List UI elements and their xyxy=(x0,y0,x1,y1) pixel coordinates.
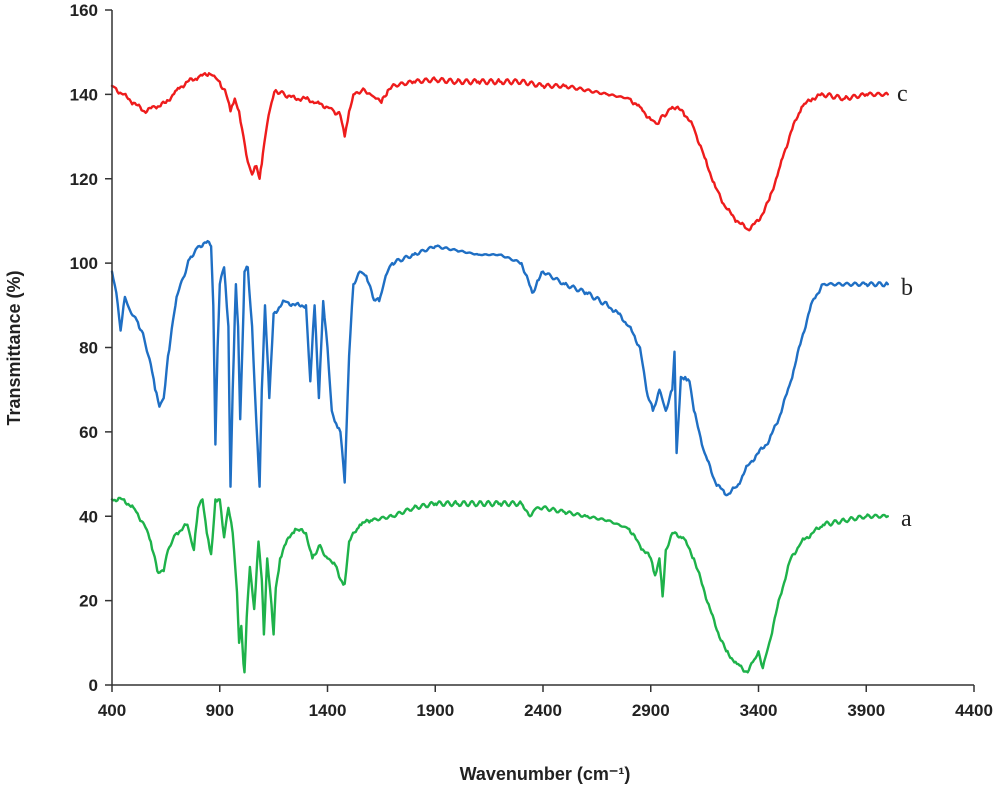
x-tick-label: 900 xyxy=(206,701,234,720)
x-tick-label: 1900 xyxy=(416,701,454,720)
y-tick-label: 160 xyxy=(70,1,98,20)
series-line-c xyxy=(110,72,889,232)
y-tick-label: 80 xyxy=(79,339,98,358)
series-label-a: a xyxy=(901,506,912,532)
series-line-b xyxy=(110,239,889,497)
y-axis-title: Transmittance (%) xyxy=(4,270,24,425)
series-label-layer: c b a xyxy=(897,81,913,532)
y-tick-labels: 0 20 40 60 80 100 120 140 160 xyxy=(70,1,98,695)
y-tick-label: 60 xyxy=(79,423,98,442)
y-tick-label: 0 xyxy=(89,676,98,695)
y-tick-label: 40 xyxy=(79,507,98,526)
y-ticks xyxy=(105,9,112,686)
x-tick-labels: 400 900 1400 1900 2400 2900 3400 3900 4400 xyxy=(98,701,993,720)
y-tick-label: 120 xyxy=(70,170,98,189)
y-tick-label: 100 xyxy=(70,254,98,273)
x-tick-label: 3400 xyxy=(740,701,778,720)
y-tick-label: 20 xyxy=(79,592,98,611)
series-line-a xyxy=(110,496,889,674)
x-tick-label: 400 xyxy=(98,701,126,720)
x-tick-label: 1400 xyxy=(309,701,347,720)
x-tick-label: 2400 xyxy=(524,701,562,720)
series-label-b: b xyxy=(901,275,913,301)
x-tick-label: 3900 xyxy=(847,701,885,720)
y-tick-label: 140 xyxy=(70,85,98,104)
plot-area: c b a 400 900 1400 1900 2400 2900 3400 3900 4400… xyxy=(70,1,993,720)
series-layer xyxy=(110,72,889,674)
x-axis-title: Wavenumber (cm⁻¹) xyxy=(460,764,631,784)
x-tick-label: 4400 xyxy=(955,701,993,720)
series-label-c: c xyxy=(897,81,908,107)
x-tick-label: 2900 xyxy=(632,701,670,720)
x-ticks xyxy=(111,685,975,692)
